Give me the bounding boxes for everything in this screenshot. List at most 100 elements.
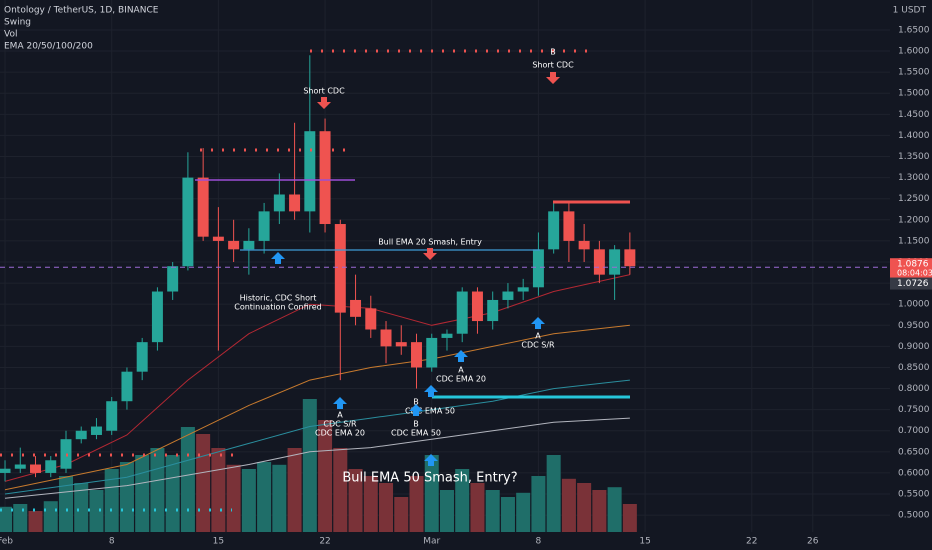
volume-bar — [363, 476, 378, 532]
volume-bar — [43, 501, 58, 532]
candle-body — [456, 291, 468, 334]
y-tick-label: 1.3500 — [898, 152, 930, 162]
volume-bar — [226, 464, 241, 532]
ema-line — [4, 324, 630, 491]
candle-body — [532, 249, 544, 288]
candle-body — [487, 299, 499, 322]
candle-body — [136, 342, 148, 372]
volume-bar — [607, 487, 622, 532]
signal-arrow — [424, 385, 438, 397]
volume-bar — [287, 448, 302, 532]
annotation: Bull EMA 50 Smash, Entry? — [342, 471, 517, 486]
annotation: CDC S/R — [323, 420, 357, 429]
candle-body — [624, 249, 636, 267]
x-tick-label: 22 — [319, 537, 330, 547]
prev-label: 1.0726 — [897, 279, 929, 289]
volume-bar — [89, 490, 104, 532]
y-tick-label: 0.7500 — [898, 405, 930, 415]
volume-bar — [622, 504, 637, 532]
candle-body — [502, 291, 514, 300]
signal-arrow — [423, 248, 437, 260]
volume-bar — [150, 448, 165, 532]
volume-bar — [470, 483, 485, 532]
volume-bar — [302, 399, 317, 532]
x-tick-label: Mar — [423, 537, 440, 547]
symbol: Ontology / TetherUS, 1D, BINANCE — [4, 6, 159, 16]
x-tick-label: Feb — [0, 537, 13, 547]
y-tick-label: 1.2000 — [898, 215, 930, 225]
candle-body — [243, 240, 255, 250]
y-tick-label: 1.1500 — [898, 236, 930, 246]
volume-bar — [348, 469, 363, 532]
signal-arrow — [333, 397, 347, 409]
volume-bar — [500, 497, 515, 532]
y-tick-label: 1.5500 — [898, 68, 930, 78]
candle-body — [167, 266, 179, 292]
annotation: CDC EMA 50 — [391, 429, 441, 438]
volume-bar — [180, 427, 195, 532]
volume-bar — [531, 476, 546, 532]
candle-body — [334, 224, 346, 313]
indicator: Swing — [4, 18, 31, 28]
volume-bar — [196, 434, 211, 532]
volume-bar — [516, 492, 531, 532]
annotation: CDC EMA 20 — [436, 375, 486, 384]
candle-body — [304, 131, 316, 212]
volume-bar — [561, 478, 576, 532]
candle-body — [395, 342, 407, 347]
volume-bar — [485, 490, 500, 532]
volume-bar — [394, 497, 409, 532]
volume-bar — [379, 483, 394, 532]
volume-bar — [165, 455, 180, 532]
y-tick-label: 1.5000 — [898, 89, 930, 99]
volume-bar — [0, 506, 13, 532]
levels — [0, 49, 630, 512]
volume-bar — [318, 420, 333, 532]
annotation: A — [535, 332, 541, 341]
candle-body — [0, 468, 11, 473]
annotation: Short CDC — [532, 61, 574, 70]
y-tick-label: 1.6500 — [898, 25, 930, 35]
candle-body — [45, 460, 57, 473]
annotation: A — [337, 411, 343, 420]
candle-body — [30, 464, 41, 473]
candle-body — [228, 240, 240, 250]
candle-body — [75, 430, 87, 440]
candle-body — [380, 329, 392, 347]
y-tick-label: 1.2500 — [898, 194, 930, 204]
y-tick-label: 0.9500 — [898, 321, 930, 331]
x-tick-label: 15 — [213, 537, 224, 547]
candle-body — [365, 308, 377, 330]
x-tick-label: 22 — [746, 537, 757, 547]
candle-body — [517, 287, 529, 292]
y-tick-label: 1.3000 — [898, 173, 930, 183]
indicator: Vol — [4, 30, 17, 40]
volume-bar — [546, 455, 561, 532]
y-tick-label: 0.9000 — [898, 342, 930, 352]
candle-body — [350, 299, 362, 317]
signal-arrow — [546, 72, 560, 84]
volume-bar — [104, 469, 119, 532]
y-tick-label: 0.5000 — [898, 511, 930, 521]
candle-body — [151, 291, 163, 343]
signal-arrow — [531, 317, 545, 329]
candle-body — [212, 236, 224, 241]
annotation: B — [413, 420, 419, 429]
x-tick-label: 15 — [639, 537, 650, 547]
volume-bar — [272, 464, 287, 532]
annotation: CDC EMA 50 — [405, 407, 455, 416]
candle-body — [289, 194, 301, 212]
prev-label-bg — [890, 277, 932, 290]
volume-bar — [577, 483, 592, 532]
price-label-bg — [890, 258, 932, 279]
y-tick-label: 1.6000 — [898, 47, 930, 57]
candle-body — [441, 333, 453, 338]
candle-body — [106, 401, 118, 431]
signal-arrow — [271, 252, 285, 264]
volume-bar — [455, 469, 470, 532]
annotation: A — [458, 366, 464, 375]
candle-body — [14, 464, 26, 469]
volume-bar — [135, 455, 150, 532]
annotation: CDC EMA 20 — [315, 429, 365, 438]
